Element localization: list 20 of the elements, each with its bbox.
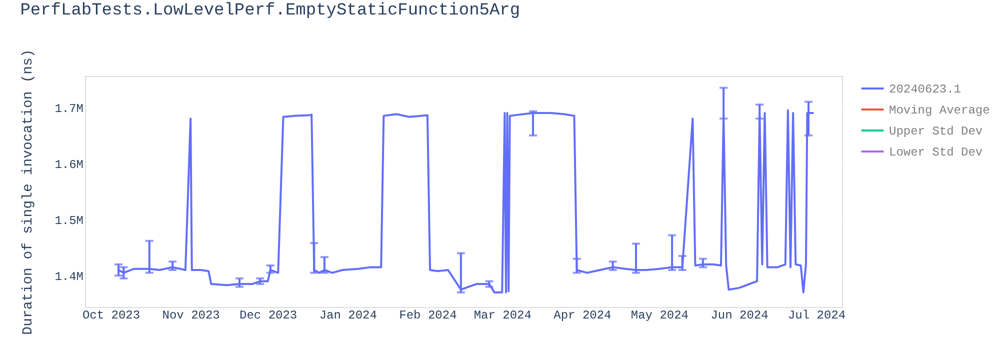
x-tick-label: Feb 2024 [399,308,457,322]
x-tick-label: Dec 2023 [240,308,298,322]
x-tick-label: Apr 2024 [554,308,612,322]
legend-label: 20240623.1 [889,82,962,96]
x-tick-label: Nov 2023 [162,308,220,322]
y-tick-label: 1.5M [54,214,84,228]
legend-label: Lower Std Dev [889,146,983,160]
x-tick-label: Jul 2024 [788,308,846,322]
x-tick-label: Mar 2024 [474,308,532,322]
legend-label: Upper Std Dev [889,124,983,138]
chart-title: PerfLabTests.LowLevelPerf.EmptyStaticFunction5Arg [20,2,520,21]
x-tick-label: Jan 2024 [319,308,377,322]
y-tick-label: 1.7M [54,102,84,116]
x-tick-label: May 2024 [630,308,688,322]
x-tick-label: Oct 2023 [82,308,140,322]
y-tick-label: 1.4M [54,270,84,284]
y-axis-title: Duration of single invocation (ns) [20,49,37,335]
legend-label: Moving Average [889,104,990,118]
y-tick-label: 1.6M [54,158,84,172]
x-tick-label: Jun 2024 [710,308,768,322]
